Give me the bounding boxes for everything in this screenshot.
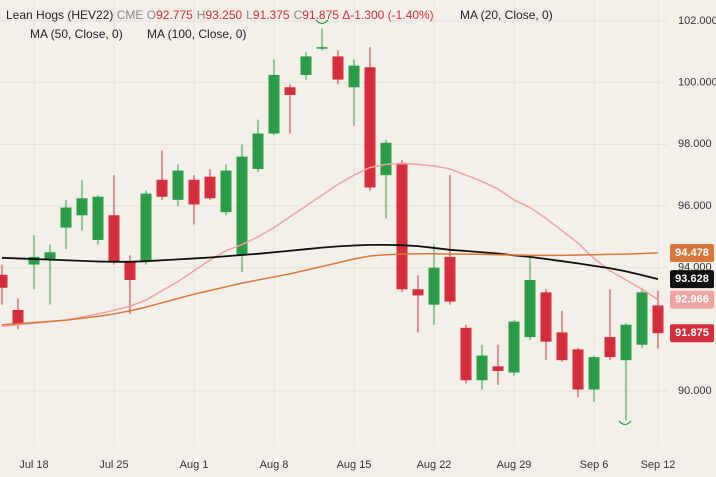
ohlc-value: 92.775	[156, 8, 193, 22]
x-tick-label: Jul 25	[99, 459, 128, 471]
high-marker	[315, 19, 329, 25]
candle-body	[44, 252, 56, 260]
candle-body	[428, 267, 440, 305]
candle-body	[364, 67, 376, 188]
candle-body	[460, 327, 472, 381]
candle-body	[156, 179, 168, 197]
candle-body	[12, 309, 24, 325]
candle-body	[76, 198, 88, 216]
candle-body	[284, 87, 296, 95]
price-tag-label: 92.966	[675, 293, 709, 305]
candle-body	[444, 256, 456, 302]
grid	[0, 0, 668, 445]
candle-body	[572, 349, 584, 390]
price-tag	[670, 270, 714, 289]
low-marker	[618, 420, 632, 426]
legend-entry: MA (20, Close, 0)	[460, 8, 553, 22]
legend-entry: MA (100, Close, 0)	[147, 27, 246, 41]
ohlc-key: O	[147, 8, 156, 22]
ohlc-value: 93.250	[205, 8, 242, 22]
y-tick-label: 100.000	[678, 77, 716, 89]
y-tick-label: 98.000	[678, 138, 712, 150]
candle-body	[588, 357, 600, 390]
candle-body	[108, 215, 120, 262]
candle-body	[652, 305, 664, 334]
candle-body	[300, 56, 312, 75]
candle-body	[60, 207, 72, 228]
candle-body	[492, 366, 504, 371]
ma-line	[1, 243, 659, 281]
x-tick-label: Sep 6	[580, 459, 609, 471]
candle-body	[124, 261, 136, 281]
x-tick-label: Aug 8	[260, 459, 289, 471]
candle-body	[556, 332, 568, 361]
candle-body	[316, 47, 328, 49]
candle-body	[220, 170, 232, 213]
candle-body	[204, 176, 216, 199]
x-tick-label: Aug 1	[180, 459, 209, 471]
x-tick-label: Aug 15	[337, 459, 372, 471]
candle-body	[524, 280, 536, 338]
candle-body	[188, 179, 200, 205]
candle-body	[396, 162, 408, 290]
ohlc: O92.775 H93.250 L91.375 C91.875	[147, 8, 340, 22]
candle-body	[268, 74, 280, 134]
price-tag-label: 91.875	[675, 327, 709, 339]
price-tag-label: 93.628	[675, 273, 709, 285]
x-tick-label: Aug 22	[417, 459, 452, 471]
y-tick-label: 90.000	[678, 385, 712, 397]
ohlc-key: C	[294, 8, 303, 22]
candle-body	[0, 274, 8, 288]
header: Lean Hogs (HEV22) CME O92.775 H93.250 L91.…	[6, 8, 434, 22]
exchange: CME	[117, 8, 144, 22]
change: Δ-1.300 (-1.40%)	[342, 8, 433, 22]
price-tag	[670, 324, 714, 343]
symbol: Lean Hogs (HEV22)	[6, 8, 113, 22]
candle-body	[236, 156, 248, 256]
price-tag	[670, 243, 714, 262]
candle-body	[28, 256, 40, 265]
price-tag	[670, 290, 714, 309]
legend-entry: MA (50, Close, 0)	[30, 27, 123, 41]
y-tick-label: 96.000	[678, 200, 712, 212]
ohlc-key: L	[246, 8, 253, 22]
candle-body	[412, 289, 424, 296]
plot	[0, 28, 664, 421]
y-tick-label: 102.000	[678, 15, 716, 27]
x-tick-label: Sep 12	[641, 459, 676, 471]
candle-body	[172, 170, 184, 200]
price-tag-label: 94.478	[675, 247, 709, 259]
candle-body	[332, 56, 344, 80]
candle-body	[476, 355, 488, 381]
candle-body	[380, 142, 392, 176]
candle-body	[540, 292, 552, 342]
ohlc-value: 91.875	[302, 8, 339, 22]
ohlc-value: 91.375	[253, 8, 290, 22]
candle-body	[92, 196, 104, 240]
candle-body	[348, 65, 360, 88]
candle-body	[140, 193, 152, 262]
ohlc-key: H	[197, 8, 206, 22]
candle-body	[620, 324, 632, 361]
candle-body	[604, 337, 616, 358]
candle-body	[636, 292, 648, 345]
candle-body	[508, 321, 520, 373]
x-tick-label: Aug 29	[497, 459, 532, 471]
ma-line	[1, 252, 659, 326]
ma-line	[1, 162, 659, 328]
x-tick-label: Jul 18	[19, 459, 48, 471]
candle-body	[252, 133, 264, 169]
